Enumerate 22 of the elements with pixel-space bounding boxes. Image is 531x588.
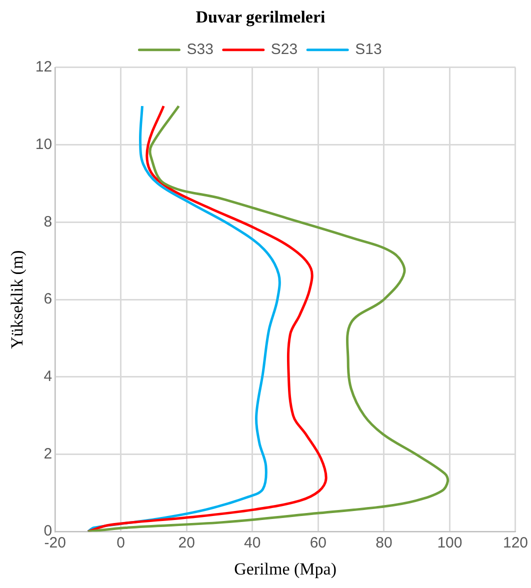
line-series (86, 104, 328, 532)
x-tick-label: 80 (376, 534, 392, 552)
y-tick-label: 8 (44, 213, 52, 230)
y-tick-label: 12 (35, 58, 52, 76)
y-axis-title: Yükseklik (m) (8, 250, 27, 349)
chart-title: Duvar gerilmeleri (196, 8, 326, 27)
y-tick-label: 6 (44, 290, 52, 308)
x-tick-label: 100 (437, 534, 462, 552)
x-axis-title: Gerilme (Mpa) (234, 559, 337, 578)
legend-label: S23 (270, 41, 298, 58)
legend-label: S13 (355, 41, 382, 58)
y-tick-label: 10 (35, 136, 52, 153)
x-tick-label: 40 (244, 534, 261, 552)
x-tick-label: 20 (178, 534, 195, 552)
y-tick-label: 4 (44, 368, 52, 386)
legend-label: S33 (186, 41, 214, 58)
y-tick-label: 2 (44, 445, 52, 462)
x-tick-label: 0 (116, 534, 126, 552)
x-tick-label: 120 (502, 534, 528, 552)
line-series (86, 104, 450, 532)
x-tick-label: 60 (310, 534, 327, 552)
x-tick-label: -20 (44, 534, 66, 552)
